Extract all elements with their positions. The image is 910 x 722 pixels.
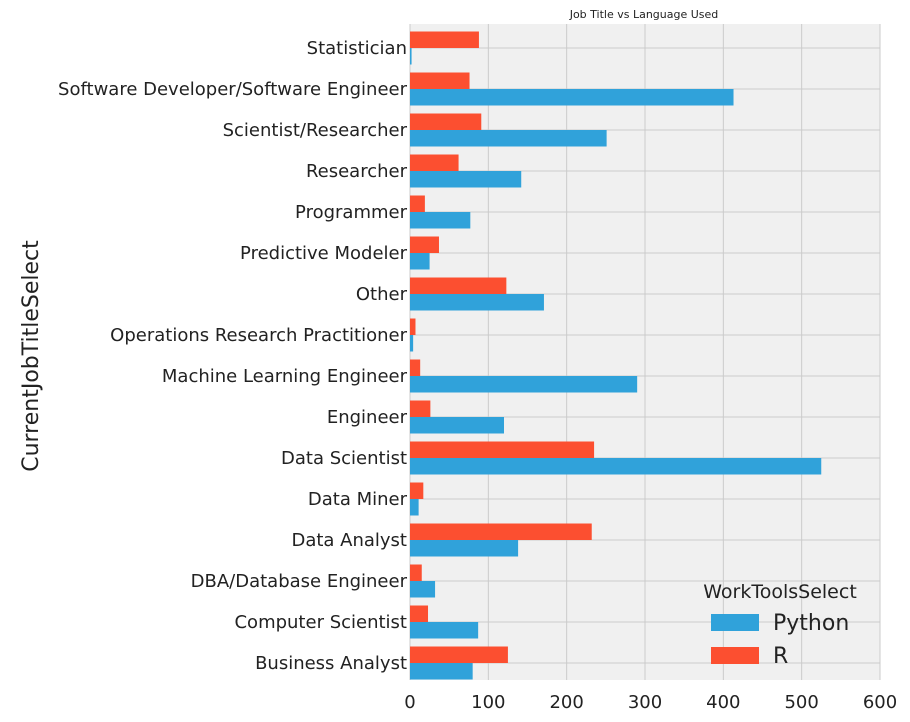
chart-title: Job Title vs Language Used (569, 8, 719, 21)
x-tick-label: 100 (471, 692, 505, 713)
y-tick-label: Business Analyst (255, 653, 407, 674)
y-tick-label: Scientist/Researcher (223, 120, 408, 141)
y-tick-label: Programmer (295, 202, 408, 223)
bar-r (410, 113, 482, 130)
bar-r (410, 646, 508, 663)
bar-python (410, 294, 544, 311)
y-tick-label: Other (356, 284, 408, 305)
bar-python (410, 540, 519, 557)
legend-swatch-r (711, 647, 759, 664)
y-tick-label: Software Developer/Software Engineer (58, 79, 408, 100)
y-tick-label: DBA/Database Engineer (191, 571, 408, 592)
bar-r (410, 441, 595, 458)
x-tick-label: 600 (863, 692, 897, 713)
bar-python (410, 417, 504, 434)
x-tick-label: 300 (628, 692, 662, 713)
y-tick-label: Engineer (327, 407, 408, 428)
bar-r (410, 154, 459, 171)
bar-r (410, 195, 425, 212)
y-tick-label: Data Miner (308, 489, 408, 510)
bar-python (410, 171, 522, 188)
bar-r (410, 564, 422, 581)
x-tick-label: 500 (784, 692, 818, 713)
y-tick-labels: Statistician Software Developer/Software … (58, 38, 408, 674)
bars (410, 31, 822, 680)
bar-r (410, 236, 439, 253)
x-tick-label: 0 (404, 692, 415, 713)
bar-python (410, 458, 822, 475)
legend-title: WorkToolsSelect (703, 581, 857, 603)
y-tick-label: Operations Research Practitioner (110, 325, 407, 346)
bar-python (410, 499, 419, 516)
bar-python (410, 581, 436, 598)
legend-label-python: Python (773, 611, 849, 636)
bar-r (410, 277, 507, 294)
bar-python (410, 376, 638, 393)
bar-python (410, 212, 471, 229)
bar-r (410, 318, 416, 335)
bar-r (410, 523, 592, 540)
bar-r (410, 72, 470, 89)
x-tick-labels: 0 100 200 300 400 500 600 (404, 692, 897, 713)
bar-python (410, 89, 734, 106)
y-tick-label: Researcher (306, 161, 408, 182)
y-tick-label: Predictive Modeler (240, 243, 408, 264)
bar-python (410, 130, 607, 147)
y-tick-label: Computer Scientist (234, 612, 407, 633)
y-tick-label: Statistician (307, 38, 407, 59)
x-tick-label: 400 (706, 692, 740, 713)
bar-r (410, 482, 424, 499)
bar-r (410, 400, 431, 417)
bar-r (410, 605, 429, 622)
bar-python (410, 48, 412, 65)
bar-r (410, 359, 421, 376)
y-tick-label: Machine Learning Engineer (162, 366, 408, 387)
bar-python (410, 253, 430, 270)
bar-python (410, 335, 414, 352)
bar-r (410, 31, 479, 48)
y-tick-label: Data Scientist (281, 448, 407, 469)
legend-label-r: R (773, 644, 788, 669)
bar-python (410, 622, 479, 639)
legend: WorkToolsSelect Python R (703, 581, 857, 669)
y-axis-label: CurrentJobTitleSelect (19, 240, 44, 472)
y-tick-label: Data Analyst (291, 530, 407, 551)
legend-swatch-python (711, 614, 759, 631)
bar-python (410, 663, 473, 680)
x-tick-label: 200 (549, 692, 583, 713)
